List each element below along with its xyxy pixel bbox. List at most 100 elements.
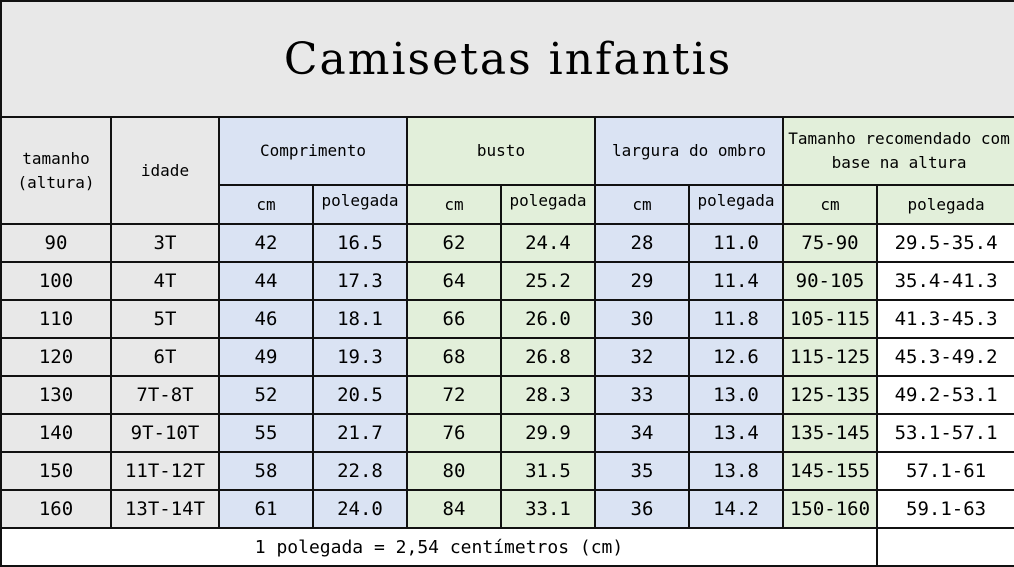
cell-bust-inch: 26.0 xyxy=(500,299,596,339)
cell-shoulder-cm: 32 xyxy=(594,337,690,377)
cell-shoulder-cm: 34 xyxy=(594,413,690,453)
cell-recommended-cm: 90-105 xyxy=(782,261,878,301)
cell-recommended-inch: 53.1-57.1 xyxy=(875,413,1014,453)
cell-shoulder-cm: 36 xyxy=(594,489,690,529)
cell-age: 3T xyxy=(110,223,220,263)
cell-length-inch: 16.5 xyxy=(312,223,408,263)
cell-size: 100 xyxy=(0,261,112,301)
cell-length-cm: 44 xyxy=(218,261,314,301)
cell-shoulder-cm: 35 xyxy=(594,451,690,491)
cell-size: 90 xyxy=(0,223,112,263)
cell-bust-cm: 66 xyxy=(406,299,502,339)
cell-recommended-cm: 125-135 xyxy=(782,375,878,415)
cell-bust-cm: 84 xyxy=(406,489,502,529)
cell-bust-inch: 28.3 xyxy=(500,375,596,415)
cell-bust-cm: 80 xyxy=(406,451,502,491)
cell-length-inch: 24.0 xyxy=(312,489,408,529)
cell-recommended-inch: 59.1-63 xyxy=(875,489,1014,529)
table-row: 110 5T 46 18.1 66 26.0 30 11.8 105-115 41.3-45.3 xyxy=(0,299,1014,339)
cell-recommended-cm: 145-155 xyxy=(782,451,878,491)
cell-recommended-cm: 75-90 xyxy=(782,223,878,263)
table-row: 120 6T 49 19.3 68 26.8 32 12.6 115-125 45.3-49.2 xyxy=(0,337,1014,377)
cell-bust-inch: 24.4 xyxy=(500,223,596,263)
cell-recommended-cm: 105-115 xyxy=(782,299,878,339)
header-size: tamanho (altura) xyxy=(0,116,112,225)
cell-shoulder-cm: 28 xyxy=(594,223,690,263)
cell-recommended-inch: 49.2-53.1 xyxy=(875,375,1014,415)
cell-shoulder-inch: 13.8 xyxy=(688,451,784,491)
subheader-cm: cm xyxy=(594,184,690,225)
table-row: 140 9T-10T 55 21.7 76 29.9 34 13.4 135-145 53.1-5… xyxy=(0,413,1014,453)
header-recommended: Tamanho recomendado com base na altura xyxy=(781,116,1014,186)
cell-age: 5T xyxy=(110,299,220,339)
cell-length-cm: 52 xyxy=(218,375,314,415)
cell-length-cm: 61 xyxy=(218,489,314,529)
empty-cell xyxy=(875,527,1014,567)
cell-bust-cm: 76 xyxy=(406,413,502,453)
table-row: 160 13T-14T 61 24.0 84 33.1 36 14.2 150-160 59.1-… xyxy=(0,489,1014,529)
cell-age: 4T xyxy=(110,261,220,301)
cell-shoulder-cm: 29 xyxy=(594,261,690,301)
subheader-inch: polegada xyxy=(312,184,408,225)
subheader-cm: cm xyxy=(218,184,314,225)
cell-length-inch: 18.1 xyxy=(312,299,408,339)
header-bust: busto xyxy=(406,116,596,186)
cell-bust-cm: 64 xyxy=(406,261,502,301)
header-shoulder: largura do ombro xyxy=(594,116,784,186)
cell-length-inch: 20.5 xyxy=(312,375,408,415)
cell-age: 11T-12T xyxy=(110,451,220,491)
cell-bust-inch: 25.2 xyxy=(500,261,596,301)
header-age: idade xyxy=(110,116,220,225)
cell-recommended-cm: 135-145 xyxy=(782,413,878,453)
cell-recommended-inch: 45.3-49.2 xyxy=(875,337,1014,377)
table-row: 100 4T 44 17.3 64 25.2 29 11.4 90-105 35.4-41.3 xyxy=(0,261,1014,301)
cell-length-cm: 58 xyxy=(218,451,314,491)
cell-bust-cm: 72 xyxy=(406,375,502,415)
cell-length-inch: 21.7 xyxy=(312,413,408,453)
chart-title: Camisetas infantis xyxy=(0,0,1014,118)
cell-shoulder-cm: 30 xyxy=(594,299,690,339)
cell-bust-cm: 62 xyxy=(406,223,502,263)
cell-length-cm: 46 xyxy=(218,299,314,339)
cell-age: 13T-14T xyxy=(110,489,220,529)
cell-age: 7T-8T xyxy=(110,375,220,415)
cell-age: 6T xyxy=(110,337,220,377)
table-row: 130 7T-8T 52 20.5 72 28.3 33 13.0 125-135 49.2-53… xyxy=(0,375,1014,415)
subheader-cm: cm xyxy=(782,184,878,225)
cell-length-inch: 17.3 xyxy=(312,261,408,301)
cell-shoulder-cm: 33 xyxy=(594,375,690,415)
cell-size: 160 xyxy=(0,489,112,529)
cell-length-cm: 42 xyxy=(218,223,314,263)
cell-shoulder-inch: 13.0 xyxy=(688,375,784,415)
cell-size: 110 xyxy=(0,299,112,339)
cell-size: 140 xyxy=(0,413,112,453)
subheader-inch: polegada xyxy=(688,184,784,225)
cell-shoulder-inch: 11.8 xyxy=(688,299,784,339)
cell-bust-inch: 33.1 xyxy=(500,489,596,529)
cell-recommended-inch: 41.3-45.3 xyxy=(875,299,1014,339)
subheader-inch: polegada xyxy=(500,184,596,225)
cell-size: 120 xyxy=(0,337,112,377)
subheader-cm: cm xyxy=(406,184,502,225)
subheader-inch: polegada xyxy=(875,184,1014,225)
cell-recommended-inch: 57.1-61 xyxy=(875,451,1014,491)
conversion-note: 1 polegada = 2,54 centímetros (cm) xyxy=(0,527,878,567)
cell-recommended-cm: 150-160 xyxy=(782,489,878,529)
cell-bust-inch: 31.5 xyxy=(500,451,596,491)
cell-recommended-inch: 29.5-35.4 xyxy=(875,223,1014,263)
cell-shoulder-inch: 13.4 xyxy=(688,413,784,453)
cell-bust-inch: 26.8 xyxy=(500,337,596,377)
cell-bust-cm: 68 xyxy=(406,337,502,377)
cell-bust-inch: 29.9 xyxy=(500,413,596,453)
table-row: 150 11T-12T 58 22.8 80 31.5 35 13.8 145-155 57.1-… xyxy=(0,451,1014,491)
table-row: 90 3T 42 16.5 62 24.4 28 11.0 75-90 29.5-35.4 xyxy=(0,223,1014,263)
cell-length-inch: 22.8 xyxy=(312,451,408,491)
header-length: Comprimento xyxy=(218,116,408,186)
cell-shoulder-inch: 14.2 xyxy=(688,489,784,529)
cell-shoulder-inch: 11.0 xyxy=(688,223,784,263)
cell-recommended-inch: 35.4-41.3 xyxy=(875,261,1014,301)
cell-length-inch: 19.3 xyxy=(312,337,408,377)
cell-size: 150 xyxy=(0,451,112,491)
cell-size: 130 xyxy=(0,375,112,415)
